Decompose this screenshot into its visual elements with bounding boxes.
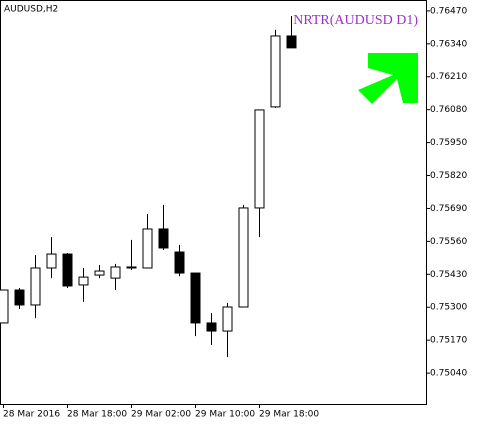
candle-body [30, 267, 41, 306]
y-tick-label: 0.75820 [430, 171, 467, 181]
signal-arrow [358, 53, 418, 104]
y-tick-label: 0.75560 [430, 237, 467, 247]
candle-body [78, 276, 89, 286]
y-tick-label: 0.76470 [430, 6, 467, 16]
x-tick-label: 28 Mar 18:00 [67, 410, 127, 420]
candle-body [270, 35, 281, 108]
x-tick-label: 29 Mar 18:00 [259, 410, 319, 420]
y-tick-label: 0.76210 [430, 72, 467, 82]
y-tick-label: 0.75170 [430, 336, 467, 346]
x-tick-label: 29 Mar 10:00 [195, 410, 255, 420]
candle-body [286, 35, 297, 49]
x-tick-label: 28 Mar 2016 [3, 410, 60, 420]
candle-body [14, 289, 25, 306]
candle-body [110, 266, 121, 279]
y-tick-label: 0.75690 [430, 204, 467, 214]
candle-body [206, 322, 217, 332]
x-tick-label: 29 Mar 02:00 [131, 410, 191, 420]
y-tick-label: 0.75430 [430, 270, 467, 280]
indicator-label: NRTR(AUDUSD D1) [293, 13, 418, 28]
y-tick-label: 0.75950 [430, 138, 467, 148]
candle-body [174, 251, 185, 274]
candle-body [62, 253, 73, 287]
candle-body [126, 266, 137, 269]
candle-body [0, 289, 9, 324]
chart-title: AUDUSD,H2 [4, 5, 58, 15]
y-tick-label: 0.75040 [430, 369, 467, 379]
plot-frame [0, 0, 427, 405]
candle-body [46, 253, 57, 269]
y-tick-label: 0.76080 [430, 105, 467, 115]
y-tick-label: 0.76340 [430, 39, 467, 49]
candle-body [254, 109, 265, 209]
candle-body [142, 228, 153, 269]
candle-body [222, 306, 233, 332]
candle-body [94, 270, 105, 276]
candle-body [158, 228, 169, 249]
candle-body [238, 207, 249, 308]
candle-body [190, 272, 201, 324]
y-tick-label: 0.75300 [430, 303, 467, 313]
